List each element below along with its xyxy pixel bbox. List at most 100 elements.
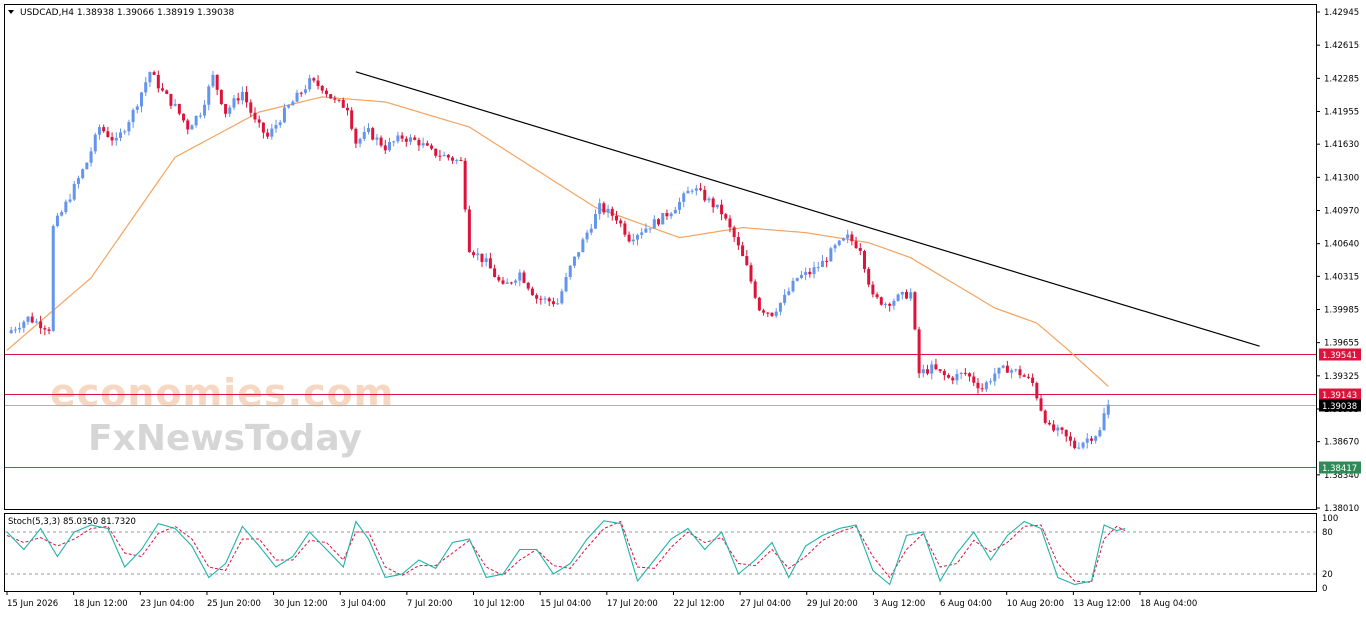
candle-body: [18, 327, 22, 330]
candle-body: [905, 291, 909, 299]
candle-body: [488, 258, 492, 269]
price-tick-label: 1.38670: [1324, 438, 1359, 448]
candle-body: [215, 74, 219, 90]
time-tick-label: 30 Jun 12:00: [274, 599, 328, 609]
candle-body: [245, 91, 249, 103]
candle-body: [892, 300, 896, 306]
level-badge-label: 1.38417: [1322, 464, 1357, 474]
candle-body: [955, 373, 959, 381]
candle-body: [833, 245, 837, 249]
candle-body: [669, 213, 673, 217]
trendline-layer[interactable]: [355, 71, 1260, 347]
candle-body: [883, 303, 887, 305]
candle-body: [81, 169, 85, 179]
candle-body: [577, 252, 581, 257]
candle-body: [850, 234, 854, 242]
candle-body: [30, 316, 34, 323]
candle-body: [312, 78, 316, 81]
candle-body: [909, 292, 913, 299]
level-badge: [1319, 399, 1361, 412]
candle-body: [97, 127, 101, 135]
level-badge-label: 1.39143: [1322, 391, 1357, 401]
candle-body: [1068, 436, 1072, 441]
candle-body: [636, 234, 639, 240]
triangle-down-icon[interactable]: [8, 10, 14, 14]
level-badge: [1319, 348, 1361, 361]
candle-body: [476, 253, 480, 256]
candle-body: [917, 329, 921, 374]
candle-body: [1001, 365, 1005, 368]
time-tick-label: 15 Jul 04:00: [540, 599, 591, 609]
candle-body: [224, 104, 228, 114]
price-tick-label: 1.41630: [1324, 140, 1359, 150]
candle-body: [320, 85, 324, 91]
price-tick-label: 1.42615: [1324, 41, 1359, 51]
candle-body: [539, 298, 543, 300]
candle-body: [875, 294, 879, 298]
candle-body: [762, 310, 766, 313]
price-tick-label: 1.40640: [1324, 240, 1359, 250]
candle-body: [724, 214, 728, 219]
candle-body: [846, 234, 850, 239]
candle-body: [930, 364, 934, 374]
candle-body: [766, 312, 770, 314]
candle-body: [783, 294, 787, 303]
candle-body: [480, 253, 484, 263]
candle-body: [984, 382, 988, 390]
candle-body: [711, 198, 715, 208]
candle-body: [707, 198, 711, 201]
candle-body: [509, 282, 513, 284]
candle-body: [430, 145, 434, 149]
candle-body: [1039, 398, 1043, 411]
candle-body: [913, 292, 917, 330]
moving-average: [6, 96, 1109, 387]
candle-body: [530, 288, 534, 296]
candle-body: [837, 240, 841, 246]
candle-body: [665, 213, 669, 217]
candle-body: [1031, 377, 1035, 383]
candle-body: [152, 72, 156, 75]
price-tick-label: 1.39655: [1324, 339, 1359, 349]
candle-body: [68, 199, 72, 202]
candle-body: [118, 132, 122, 138]
candle-body: [619, 220, 623, 224]
candle-body: [55, 215, 59, 227]
candle-body: [686, 190, 690, 194]
candle-body: [39, 321, 43, 329]
time-tick-label: 18 Jun 12:00: [74, 599, 128, 609]
candle-body: [535, 295, 539, 299]
stoch-tick-label: 20: [1322, 570, 1333, 580]
candle-body: [644, 228, 648, 233]
candle-body: [1035, 382, 1039, 399]
candlesticks: [9, 70, 1110, 450]
time-tick-label: 23 Jun 04:00: [140, 599, 194, 609]
candle-body: [404, 138, 408, 142]
price-tick-label: 1.41955: [1324, 108, 1359, 118]
candle-body: [959, 372, 963, 374]
candle-body: [299, 92, 303, 94]
candle-body: [396, 135, 400, 142]
trendline[interactable]: [355, 71, 1260, 347]
candle-body: [631, 239, 635, 242]
candle-body: [493, 268, 497, 278]
candle-body: [148, 72, 152, 83]
candle-body: [165, 90, 169, 94]
candle-body: [135, 106, 139, 110]
candle-body: [791, 280, 795, 292]
candle-body: [72, 183, 76, 200]
candle-body: [173, 103, 177, 106]
candle-body: [732, 227, 736, 238]
candle-body: [127, 122, 131, 132]
candle-body: [236, 98, 240, 101]
stoch-tick-label: 0: [1322, 584, 1327, 594]
candle-body: [51, 226, 55, 331]
candle-body: [518, 272, 522, 281]
candle-body: [841, 238, 845, 241]
candle-body: [375, 137, 379, 140]
candle-body: [1022, 375, 1026, 377]
candle-body: [144, 82, 148, 93]
candle-body: [463, 160, 467, 210]
